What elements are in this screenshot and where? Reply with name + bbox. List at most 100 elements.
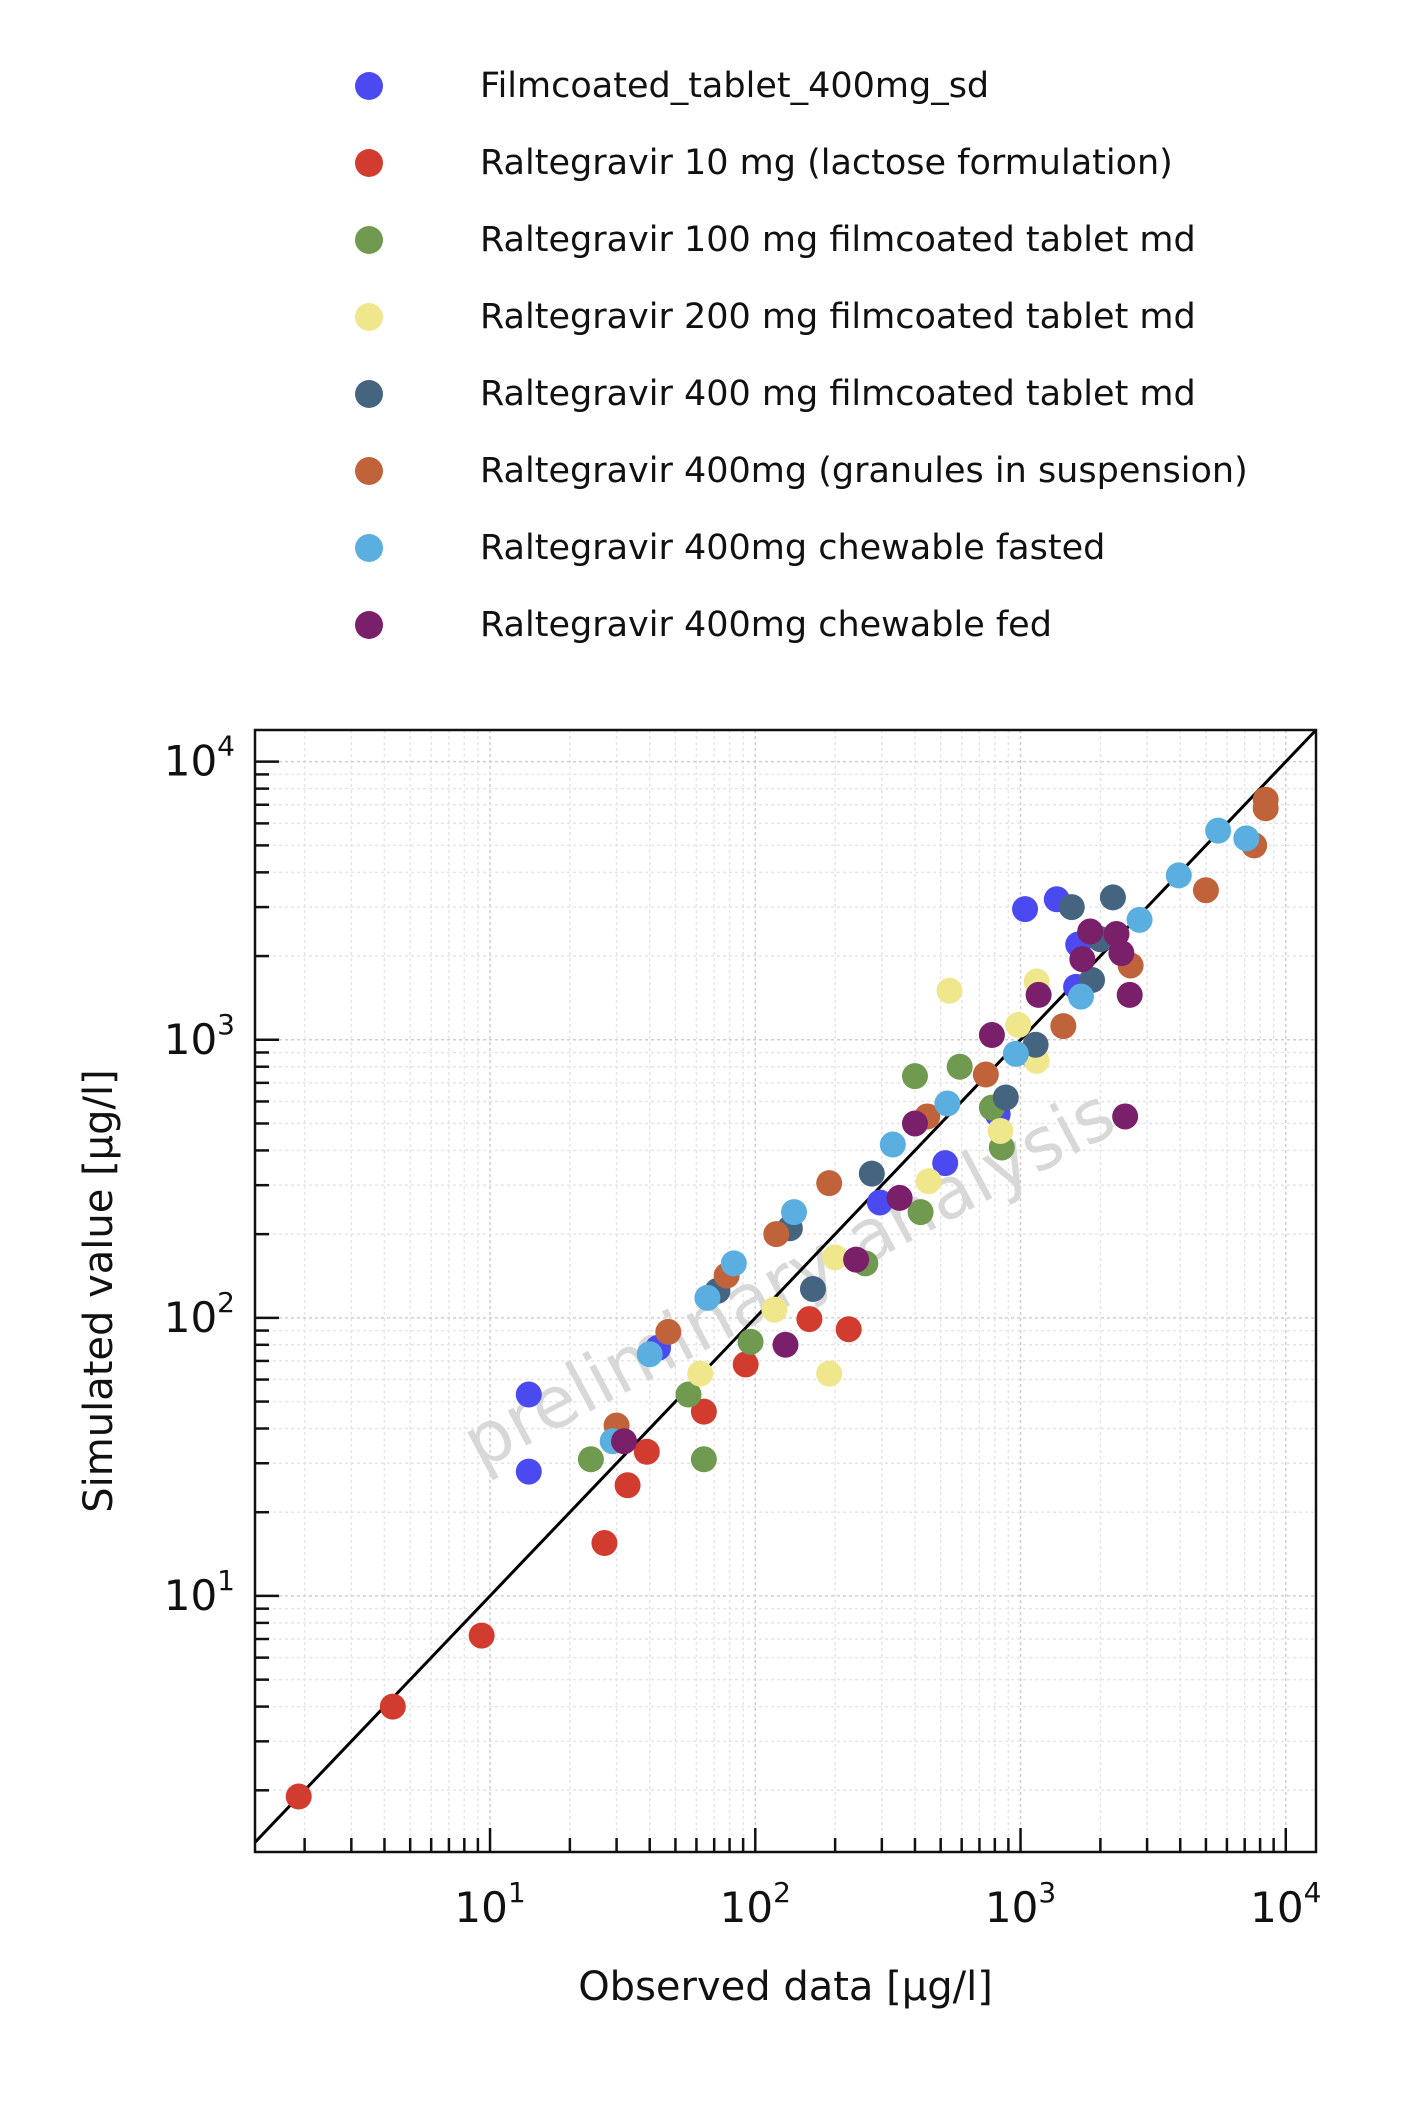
data-point <box>907 1199 934 1226</box>
data-point <box>901 1063 928 1090</box>
legend-item: Raltegravir 200 mg filmcoated tablet md <box>355 297 1355 374</box>
legend: Filmcoated_tablet_400mg_sd Raltegravir 10… <box>355 66 1355 682</box>
data-point <box>1252 795 1279 822</box>
plot-frame <box>253 728 1318 1854</box>
legend-item: Raltegravir 10 mg (lactose formulation) <box>355 143 1355 220</box>
data-point <box>781 1199 808 1226</box>
data-point <box>946 1053 973 1080</box>
data-point <box>1077 918 1104 945</box>
data-point <box>577 1446 604 1473</box>
y-tick-label: 101 <box>164 1564 235 1620</box>
legend-swatch <box>355 303 383 331</box>
legend-swatch <box>355 380 383 408</box>
axis-ticks <box>255 760 1288 1852</box>
data-point <box>992 1084 1019 1111</box>
x-tick-label-exp: 1 <box>508 1876 526 1909</box>
x-tick-label-exp: 4 <box>1304 1876 1322 1909</box>
legend-swatch <box>355 72 383 100</box>
data-point <box>1002 1040 1029 1067</box>
data-point <box>515 1381 542 1408</box>
data-point <box>690 1398 717 1425</box>
data-point <box>1126 906 1153 933</box>
legend-item: Raltegravir 400mg (granules in suspensio… <box>355 451 1355 528</box>
data-point <box>796 1306 823 1333</box>
data-point <box>379 1693 406 1720</box>
data-point <box>655 1318 682 1345</box>
y-tick-label-exp: 1 <box>217 1564 235 1597</box>
y-tick-label: 102 <box>164 1286 235 1342</box>
data-point <box>1067 983 1094 1010</box>
legend-swatch <box>355 226 383 254</box>
data-point <box>978 1022 1005 1049</box>
data-point <box>822 1244 849 1271</box>
legend-swatch <box>355 149 383 177</box>
legend-item: Raltegravir 400mg chewable fasted <box>355 528 1355 605</box>
data-point <box>936 977 963 1004</box>
data-point <box>1050 1013 1077 1040</box>
data-point <box>720 1250 747 1277</box>
legend-item: Filmcoated_tablet_400mg_sd <box>355 66 1355 143</box>
data-point <box>816 1360 843 1387</box>
data-point <box>915 1168 942 1195</box>
data-point <box>1005 1012 1032 1039</box>
data-point <box>1233 825 1260 852</box>
data-point <box>1165 862 1192 889</box>
data-point <box>591 1530 618 1557</box>
legend-swatch <box>355 457 383 485</box>
data-point <box>675 1381 702 1408</box>
data-point <box>687 1360 714 1387</box>
x-tick-label-exp: 2 <box>773 1876 791 1909</box>
data-point <box>690 1446 717 1473</box>
data-point <box>1022 1031 1049 1058</box>
data-point <box>285 1783 312 1810</box>
y-tick-label-exp: 4 <box>217 730 235 763</box>
data-point <box>1058 894 1085 921</box>
data-point <box>866 1189 893 1216</box>
grid <box>255 730 1316 1852</box>
data-point <box>972 1061 999 1088</box>
data-point <box>468 1622 495 1649</box>
x-tick-label-base: 10 <box>720 1883 773 1932</box>
data-point <box>636 1341 663 1368</box>
data-point <box>886 1184 913 1211</box>
y-tick-label-base: 10 <box>164 1293 217 1342</box>
x-tick-label: 102 <box>720 1876 791 1932</box>
y-tick-label-base: 10 <box>164 737 217 786</box>
data-point <box>1116 981 1143 1008</box>
x-tick-label: 103 <box>985 1876 1056 1932</box>
data-point <box>835 1316 862 1343</box>
legend-label: Filmcoated_tablet_400mg_sd <box>480 66 990 106</box>
data-point <box>879 1131 906 1158</box>
data-point <box>732 1351 759 1378</box>
data-point <box>816 1170 843 1197</box>
data-point <box>515 1458 542 1485</box>
data-point <box>772 1331 799 1358</box>
data-point <box>987 1117 1014 1144</box>
y-tick-label-base: 10 <box>164 1571 217 1620</box>
legend-swatch <box>355 534 383 562</box>
data-point <box>1192 877 1219 904</box>
legend-label: Raltegravir 400mg chewable fed <box>480 605 1052 645</box>
data-point <box>1112 1103 1139 1130</box>
data-point <box>1012 896 1039 923</box>
x-tick-label-base: 10 <box>985 1883 1038 1932</box>
legend-label: Raltegravir 200 mg filmcoated tablet md <box>480 297 1196 337</box>
data-point <box>1025 981 1052 1008</box>
data-point <box>614 1472 641 1499</box>
y-axis-label: Simulated value [µg/l] <box>76 1069 122 1512</box>
data-point <box>633 1438 660 1465</box>
legend-label: Raltegravir 400mg (granules in suspensio… <box>480 451 1248 491</box>
x-tick-label: 104 <box>1250 1876 1321 1932</box>
data-point <box>763 1221 790 1248</box>
data-point <box>932 1150 959 1177</box>
legend-item: Raltegravir 400 mg filmcoated tablet md <box>355 374 1355 451</box>
data-points <box>285 786 1279 1810</box>
data-point <box>1205 817 1232 844</box>
data-point <box>737 1328 764 1355</box>
y-tick-label-base: 10 <box>164 1015 217 1064</box>
x-axis-label: Observed data [µg/l] <box>578 1964 993 2010</box>
y-tick-label: 103 <box>164 1008 235 1064</box>
data-point <box>799 1275 826 1302</box>
